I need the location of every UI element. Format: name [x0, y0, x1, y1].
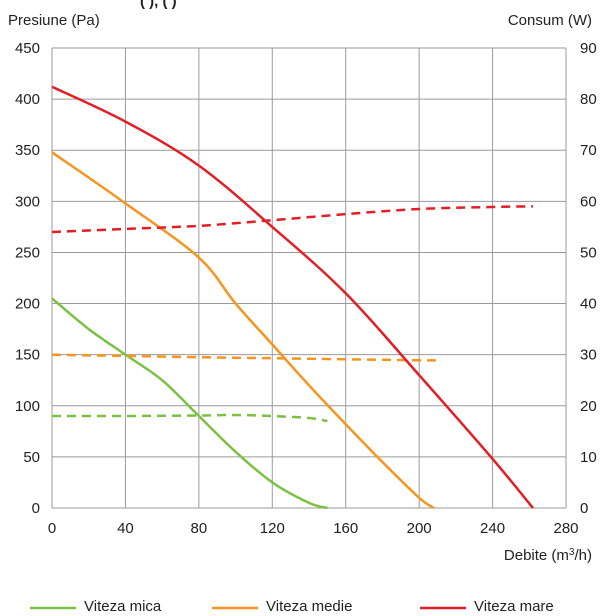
legend-label: Viteza mica [84, 598, 162, 615]
y-right-tick-label: 0 [580, 500, 588, 517]
x-tick-label: 40 [117, 520, 134, 537]
y-right-axis-label: Consum (W) [508, 12, 592, 29]
y-left-tick-label: 450 [15, 40, 40, 57]
y-right-tick-label: 60 [580, 193, 597, 210]
x-tick-label: 240 [480, 520, 505, 537]
y-right-tick-label: 40 [580, 296, 597, 313]
y-right-tick-label: 20 [580, 398, 597, 415]
y-left-tick-label: 0 [32, 500, 40, 517]
legend: Viteza mica Viteza medie Viteza mare [30, 598, 554, 615]
y-left-tick-label: 150 [15, 347, 40, 364]
legend-label: Viteza mare [474, 598, 554, 615]
x-tick-label: 200 [407, 520, 432, 537]
pressure-curve-viteza-mica [51, 297, 328, 510]
grid-lines [51, 47, 567, 509]
pressure-curve-viteza-medie [51, 151, 435, 510]
series-layer [51, 85, 534, 510]
y-left-tick-label: 300 [15, 193, 40, 210]
x-tick-label: 0 [48, 520, 56, 537]
y-left-tick-label: 400 [15, 91, 40, 108]
power-curve-viteza-medie [51, 353, 438, 362]
x-tick-label: 120 [260, 520, 285, 537]
y-right-tick-label: 90 [580, 40, 597, 57]
y-left-tick-label: 100 [15, 398, 40, 415]
y-right-tick-label: 80 [580, 91, 597, 108]
legend-label: Viteza medie [266, 598, 352, 615]
y-left-tick-label: 50 [23, 449, 40, 466]
chart-title-fragment: ( ), ( ) [140, 0, 177, 10]
tick-labels: 0 40 80 120 160 200 240 28005010015020025030035… [15, 40, 597, 537]
y-left-tick-label: 200 [15, 296, 40, 313]
y-right-tick-label: 70 [580, 142, 597, 159]
y-right-tick-label: 30 [580, 347, 597, 364]
y-right-tick-label: 50 [580, 244, 597, 261]
x-tick-label: 160 [333, 520, 358, 537]
power-curve-viteza-mare [51, 205, 534, 234]
y-right-tick-label: 10 [580, 449, 597, 466]
y-left-tick-label: 250 [15, 244, 40, 261]
x-axis-label: Debite (m3/h) [504, 547, 592, 565]
pressure-curve-viteza-mare [51, 85, 534, 509]
power-curve-viteza-mica [51, 413, 328, 423]
x-tick-label: 80 [191, 520, 208, 537]
x-tick-label: 280 [553, 520, 578, 537]
y-left-tick-label: 350 [15, 142, 40, 159]
y-left-axis-label: Presiune (Pa) [8, 12, 100, 29]
